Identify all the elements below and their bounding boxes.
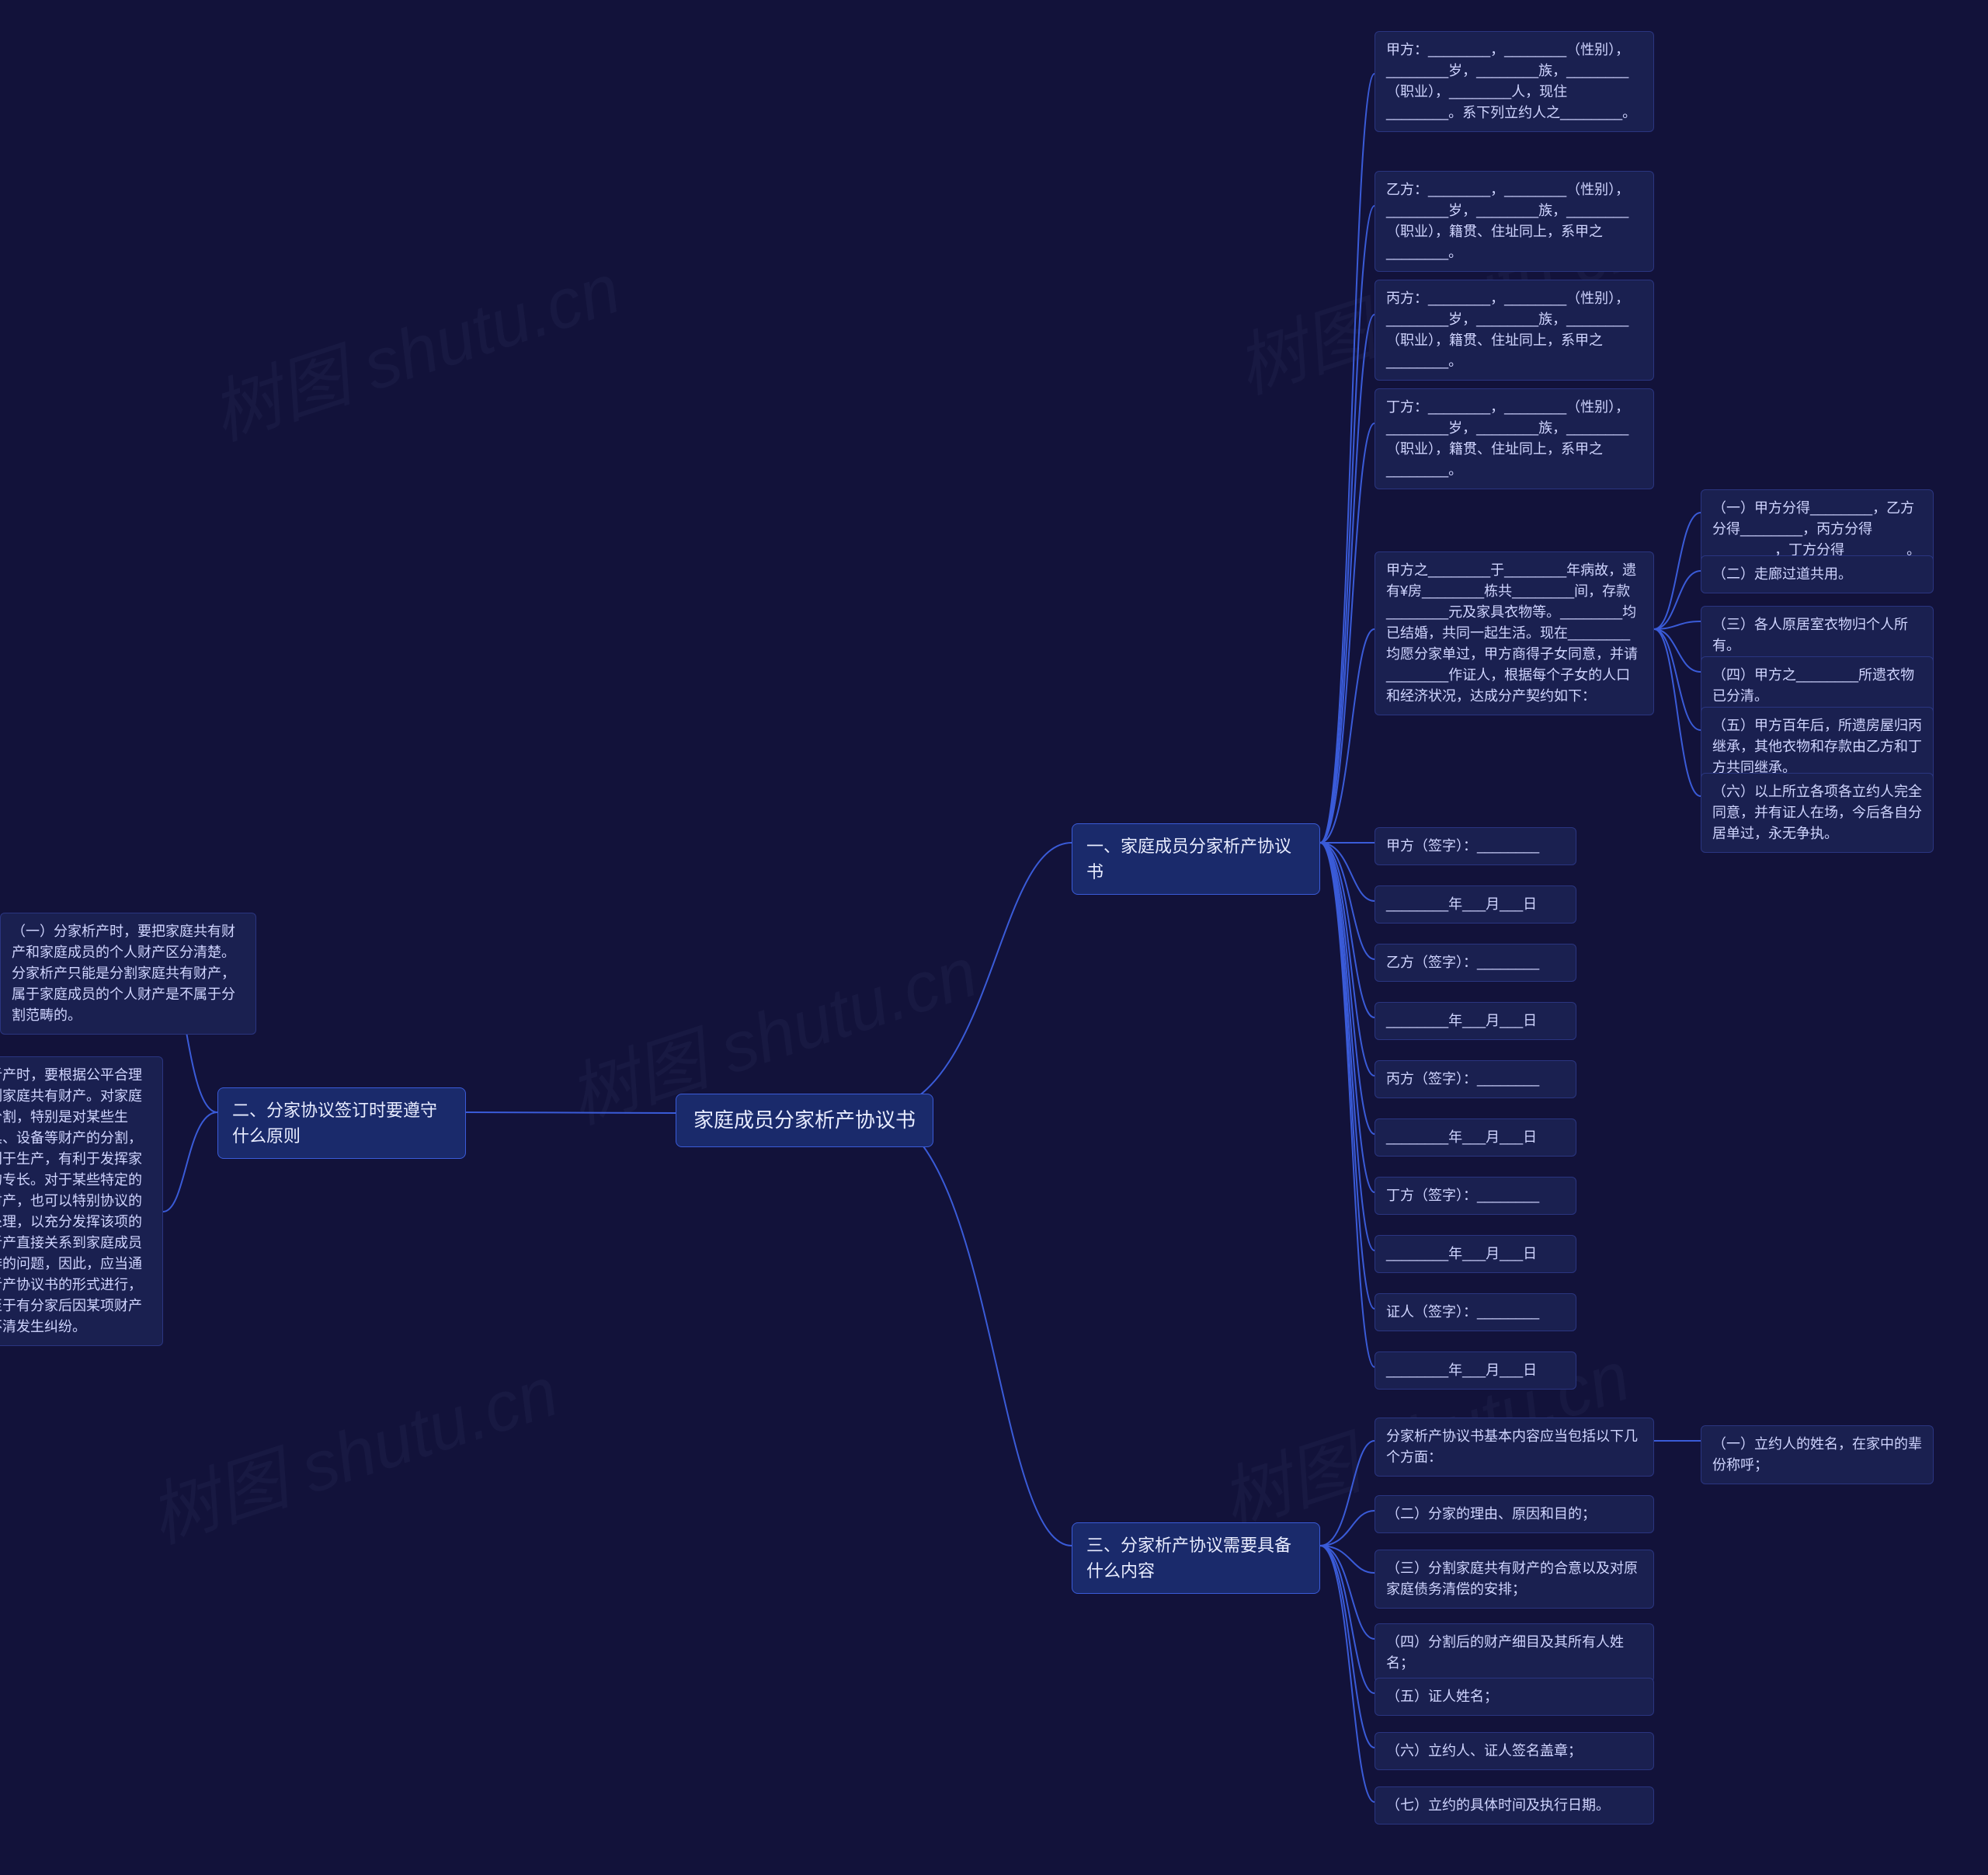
b1-party-a: 甲方：________，________（性别），________岁，_____… [1375,31,1654,132]
b1-date-3: ________年___月___日 [1375,1118,1576,1157]
b3-i5: （五）证人姓名； [1375,1678,1654,1716]
b3-intro-sub: （一）立约人的姓名，在家中的辈份称呼； [1701,1425,1934,1484]
b1-clause-2: （二）走廊过道共用。 [1701,555,1934,593]
b1-date-2: ________年___月___日 [1375,1002,1576,1040]
b2-p2: （二）分家析产时，要根据公平合理的原则，分割家庭共有财产。对家庭共有财产的分割，… [0,1056,163,1346]
branch-3[interactable]: 三、分家析产协议需要具备什么内容 [1072,1522,1320,1594]
b3-i7: （七）立约的具体时间及执行日期。 [1375,1786,1654,1825]
branch-2[interactable]: 二、分家协议签订时要遵守什么原则 [217,1087,466,1159]
branch-1[interactable]: 一、家庭成员分家析产协议书 [1072,823,1320,895]
root-node[interactable]: 家庭成员分家析产协议书 [676,1094,933,1147]
b1-sig-c: 丙方（签字）：________ [1375,1060,1576,1098]
b1-sig-w: 证人（签字）：________ [1375,1293,1576,1331]
b1-sig-d: 丁方（签字）：________ [1375,1177,1576,1215]
b3-i4: （四）分割后的财产细目及其所有人姓名； [1375,1623,1654,1682]
b1-party-b: 乙方：________，________（性别），________岁，_____… [1375,171,1654,272]
b1-date-4: ________年___月___日 [1375,1235,1576,1273]
b1-party-d: 丁方：________，________（性别），________岁，_____… [1375,388,1654,489]
connector-layer [0,0,1988,1875]
b2-p1: （一）分家析产时，要把家庭共有财产和家庭成员的个人财产区分清楚。分家析产只能是分… [0,913,256,1035]
b1-party-c: 丙方：________，________（性别），________岁，_____… [1375,280,1654,381]
b3-i6: （六）立约人、证人签名盖章； [1375,1732,1654,1770]
b3-i3: （三）分割家庭共有财产的合意以及对原家庭债务清偿的安排； [1375,1550,1654,1609]
b1-date-1: ________年___月___日 [1375,885,1576,924]
b1-clause-6: （六）以上所立各项各立约人完全同意，并有证人在场，今后各自分居单过，永无争执。 [1701,773,1934,853]
watermark: 树图 shutu.cn [134,1335,568,1562]
b1-sig-a: 甲方（签字）：________ [1375,827,1576,865]
b1-preamble: 甲方之________于________年病故，遗有¥房________栋共__… [1375,551,1654,715]
watermark: 树图 shutu.cn [196,232,631,459]
b3-i2: （二）分家的理由、原因和目的； [1375,1495,1654,1533]
b3-intro: 分家析产协议书基本内容应当包括以下几个方面： [1375,1418,1654,1477]
b1-date-5: ________年___月___日 [1375,1351,1576,1390]
b1-sig-b: 乙方（签字）：________ [1375,944,1576,982]
